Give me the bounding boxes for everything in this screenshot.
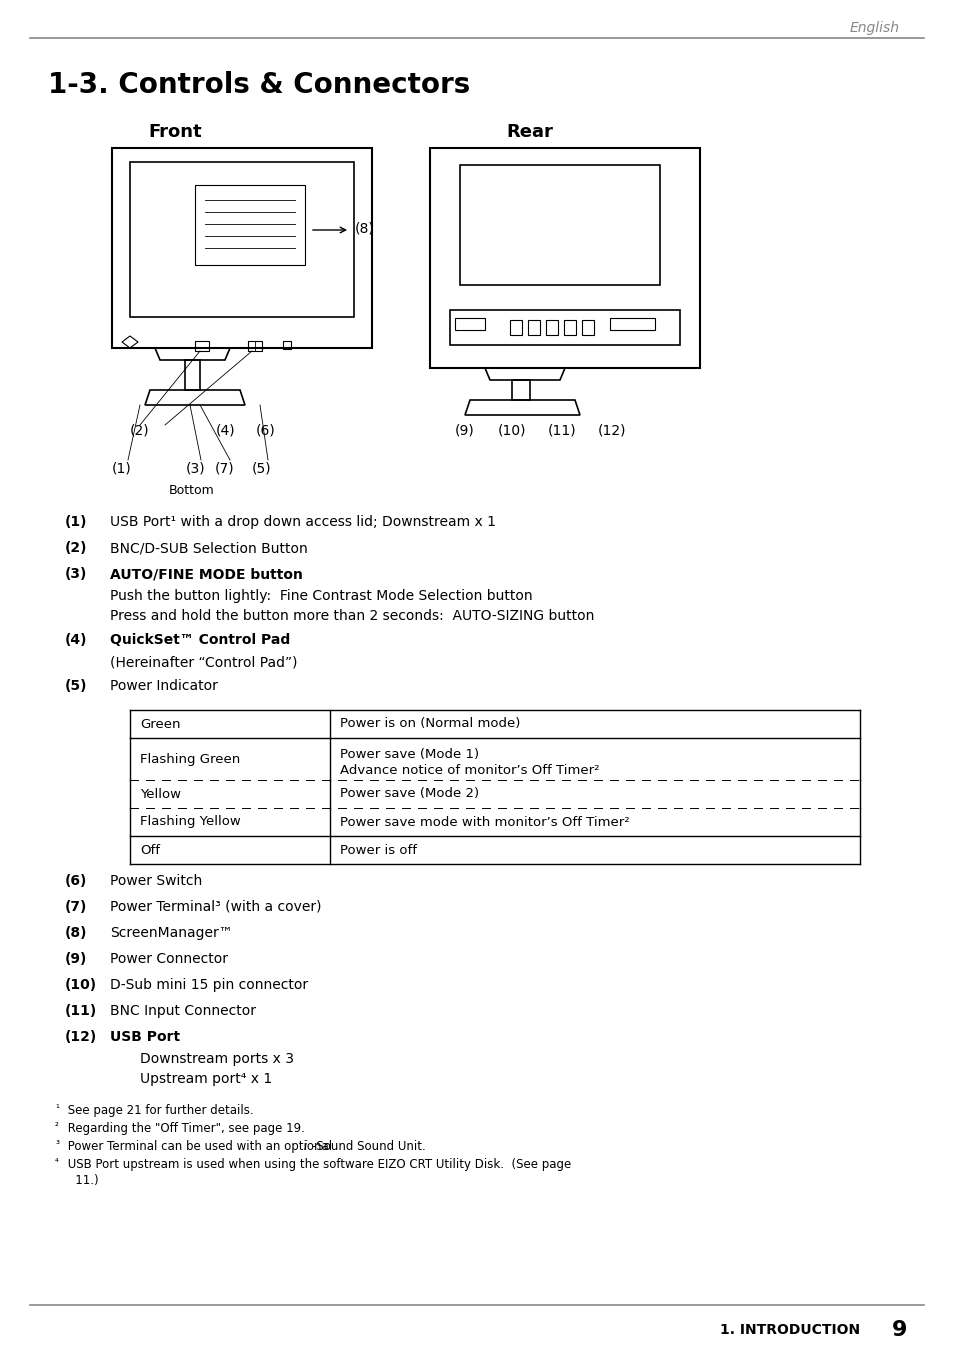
Text: Power Terminal can be used with an optional: Power Terminal can be used with an optio… — [64, 1140, 335, 1153]
Text: (4): (4) — [215, 423, 235, 437]
Text: (1): (1) — [112, 461, 132, 474]
Text: USB Port: USB Port — [110, 1030, 180, 1043]
Text: 9: 9 — [891, 1320, 906, 1340]
Text: (8): (8) — [65, 926, 88, 940]
Text: -Sound Sound Unit.: -Sound Sound Unit. — [312, 1140, 425, 1153]
Text: Front: Front — [148, 123, 202, 142]
Text: (12): (12) — [65, 1030, 97, 1043]
Text: Flashing Green: Flashing Green — [140, 752, 240, 766]
Text: ³: ³ — [55, 1140, 59, 1150]
Text: 1. INTRODUCTION: 1. INTRODUCTION — [720, 1322, 860, 1337]
Text: English: English — [849, 22, 899, 35]
Text: Off: Off — [140, 844, 160, 856]
Text: Bottom: Bottom — [169, 484, 214, 496]
Text: Power save (Mode 1): Power save (Mode 1) — [339, 748, 478, 762]
Text: USB Port upstream is used when using the software EIZO CRT Utility Disk.  (See p: USB Port upstream is used when using the… — [64, 1158, 571, 1171]
Text: ⁴: ⁴ — [55, 1158, 59, 1167]
Text: Push the button lightly:  Fine Contrast Mode Selection button: Push the button lightly: Fine Contrast M… — [110, 589, 532, 603]
Text: QuickSet™ Control Pad: QuickSet™ Control Pad — [110, 634, 290, 647]
Text: i: i — [304, 1140, 307, 1153]
Text: BNC Input Connector: BNC Input Connector — [110, 1004, 255, 1018]
Text: ¹: ¹ — [55, 1104, 59, 1113]
Text: Rear: Rear — [506, 123, 553, 142]
Text: (5): (5) — [65, 679, 88, 693]
Text: Power Switch: Power Switch — [110, 874, 202, 888]
Text: AUTO/FINE MODE button: AUTO/FINE MODE button — [110, 568, 302, 581]
Text: (Hereinafter “Control Pad”): (Hereinafter “Control Pad”) — [110, 655, 297, 669]
Text: D-Sub mini 15 pin connector: D-Sub mini 15 pin connector — [110, 979, 308, 992]
Text: Power save mode with monitor’s Off Timer²: Power save mode with monitor’s Off Timer… — [339, 816, 629, 829]
Text: ²: ² — [55, 1122, 59, 1132]
Text: Press and hold the button more than 2 seconds:  AUTO-SIZING button: Press and hold the button more than 2 se… — [110, 609, 594, 623]
Text: Power Indicator: Power Indicator — [110, 679, 217, 693]
Text: (6): (6) — [255, 423, 275, 437]
Text: Advance notice of monitor’s Off Timer²: Advance notice of monitor’s Off Timer² — [339, 764, 598, 776]
Text: (9): (9) — [65, 952, 88, 967]
Text: (8): (8) — [355, 221, 375, 235]
Text: (7): (7) — [65, 900, 88, 914]
Text: USB Port¹ with a drop down access lid; Downstream x 1: USB Port¹ with a drop down access lid; D… — [110, 515, 496, 528]
Text: BNC/D-SUB Selection Button: BNC/D-SUB Selection Button — [110, 541, 308, 555]
Text: (4): (4) — [65, 634, 88, 647]
Text: (10): (10) — [65, 979, 97, 992]
Text: (9): (9) — [455, 423, 475, 437]
Text: Green: Green — [140, 717, 180, 731]
Text: 1-3. Controls & Connectors: 1-3. Controls & Connectors — [48, 71, 470, 98]
Text: Downstream ports x 3: Downstream ports x 3 — [140, 1051, 294, 1066]
Text: (2): (2) — [130, 423, 150, 437]
Text: Power Connector: Power Connector — [110, 952, 228, 967]
Text: (3): (3) — [186, 461, 206, 474]
Text: ScreenManager™: ScreenManager™ — [110, 926, 233, 940]
Text: See page 21 for further details.: See page 21 for further details. — [64, 1104, 253, 1117]
Text: Flashing Yellow: Flashing Yellow — [140, 816, 240, 829]
Text: (2): (2) — [65, 541, 88, 555]
Text: Power is on (Normal mode): Power is on (Normal mode) — [339, 717, 519, 731]
Text: Regarding the "Off Timer", see page 19.: Regarding the "Off Timer", see page 19. — [64, 1122, 305, 1135]
Text: (12): (12) — [598, 423, 626, 437]
Text: (11): (11) — [547, 423, 576, 437]
Text: (1): (1) — [65, 515, 88, 528]
Text: 11.): 11.) — [64, 1174, 98, 1188]
Text: Yellow: Yellow — [140, 787, 181, 801]
Text: (3): (3) — [65, 568, 88, 581]
Text: (11): (11) — [65, 1004, 97, 1018]
Text: Upstream port⁴ x 1: Upstream port⁴ x 1 — [140, 1072, 272, 1086]
Text: Power Terminal³ (with a cover): Power Terminal³ (with a cover) — [110, 900, 321, 914]
Text: (5): (5) — [252, 461, 272, 474]
Text: (10): (10) — [497, 423, 526, 437]
Text: Power is off: Power is off — [339, 844, 416, 856]
Text: (7): (7) — [214, 461, 234, 474]
Text: (6): (6) — [65, 874, 88, 888]
Text: Power save (Mode 2): Power save (Mode 2) — [339, 787, 478, 801]
